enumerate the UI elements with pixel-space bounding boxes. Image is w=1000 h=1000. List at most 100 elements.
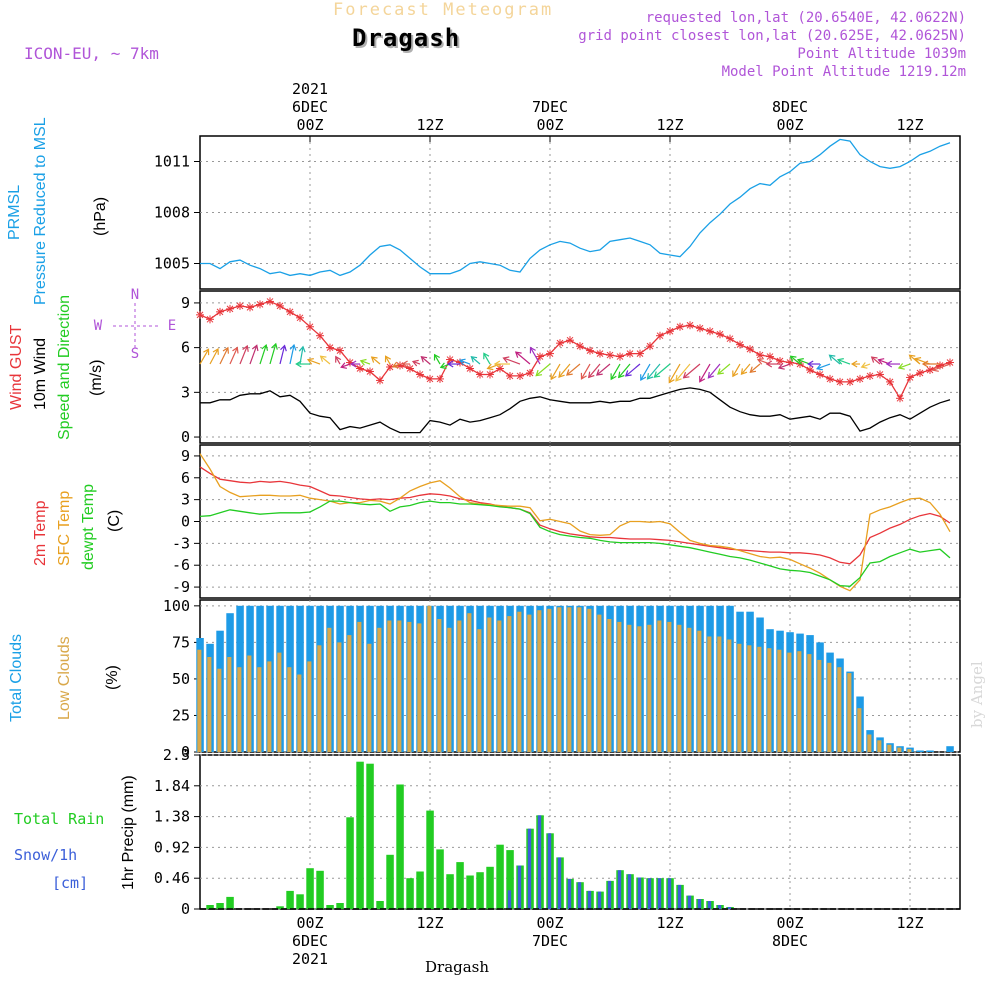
- y-tick-label: 25: [172, 706, 190, 724]
- low-cloud-bar: [387, 620, 392, 752]
- wind-arrow: [259, 343, 269, 365]
- low-cloud-bar: [347, 635, 352, 752]
- total-cloud-bar: [926, 750, 934, 752]
- gust-marker: [226, 304, 234, 313]
- wind-arrow: [199, 348, 210, 365]
- gust-marker: [646, 342, 654, 351]
- snow-bar: [727, 907, 732, 909]
- total-cloud-bar: [946, 746, 954, 752]
- rain-bar: [456, 862, 464, 909]
- snow-bar: [527, 828, 532, 909]
- time-label-top: 6DEC: [292, 98, 328, 116]
- gust-marker: [836, 377, 844, 386]
- gust-marker: [476, 370, 484, 379]
- wind-arrow: [566, 363, 581, 376]
- rain-bar: [346, 817, 354, 909]
- y-tick-label: 9: [181, 294, 190, 312]
- y-tick-label: 1.84: [154, 777, 190, 795]
- low-cloud-bar: [327, 627, 332, 752]
- low-cloud-bar: [317, 645, 322, 752]
- wind-arrow: [870, 356, 881, 365]
- gust-marker: [906, 373, 914, 382]
- low-cloud-bar: [767, 648, 772, 752]
- low-cloud-bar: [417, 623, 422, 752]
- gust-marker: [886, 377, 894, 386]
- wind-arrow: [777, 363, 791, 370]
- wind-arrow: [470, 356, 481, 365]
- wind-arrow: [529, 346, 541, 365]
- wind-arrow: [340, 362, 351, 369]
- y-tick-label: -3: [172, 534, 190, 552]
- gust-marker: [626, 349, 634, 358]
- wind-arrow: [885, 360, 900, 368]
- low-cloud-bar: [817, 659, 822, 752]
- gust-marker: [286, 307, 294, 316]
- gust-marker: [256, 300, 264, 309]
- gust-marker: [336, 346, 344, 355]
- y-tick-label: 6: [181, 339, 190, 357]
- time-label-bottom: 00Z: [296, 914, 323, 932]
- gust-marker: [506, 371, 514, 380]
- gust-marker: [356, 364, 364, 373]
- wind-arrow: [483, 352, 491, 365]
- gust-marker: [766, 352, 774, 361]
- y-tick-label: 50: [172, 670, 190, 688]
- low-cloud-bar: [297, 674, 302, 752]
- low-cloud-bar: [707, 636, 712, 752]
- low-cloud-bar: [377, 627, 382, 752]
- snow-bar: [697, 899, 702, 909]
- rain-bar: [276, 906, 284, 909]
- low-cloud-bar: [247, 655, 252, 752]
- snow-bar: [577, 882, 582, 909]
- wind-arrow: [596, 363, 611, 376]
- low-cloud-bar: [617, 621, 622, 752]
- low-cloud-bar: [717, 636, 722, 752]
- snow-bar: [557, 857, 562, 909]
- gust-marker: [546, 349, 554, 358]
- temp-line-2: [199, 500, 951, 587]
- y-tick-label: -6: [172, 556, 190, 574]
- y-tick-label: 0.92: [154, 838, 190, 856]
- y-tick-label: 0: [181, 743, 190, 761]
- snow-bar: [677, 884, 682, 909]
- rain-bar: [306, 868, 314, 909]
- gust-marker: [896, 394, 904, 403]
- snow-bar: [687, 895, 692, 909]
- gust-marker: [236, 301, 244, 310]
- total-rain-label: Total Rain: [14, 810, 105, 828]
- low-cloud-bar: [547, 608, 552, 752]
- wind-arrow: [384, 355, 391, 365]
- snow-bar: [647, 878, 652, 909]
- snow-bar: [707, 901, 712, 909]
- time-label-top: 12Z: [656, 116, 683, 134]
- wind-arrow: [335, 355, 342, 365]
- wind-arrow: [646, 363, 661, 380]
- gust-marker: [706, 327, 714, 336]
- rain-bar: [216, 903, 224, 909]
- compass-e: E: [168, 318, 176, 334]
- wind-arrow: [653, 363, 671, 378]
- wind-arrow: [587, 363, 601, 379]
- wind-arrow: [319, 355, 331, 365]
- wind-arrow: [550, 363, 561, 381]
- gust-marker: [666, 327, 674, 336]
- model-name: ICON-EU, ~ 7km: [24, 44, 159, 63]
- gust-marker: [846, 377, 854, 386]
- gust-marker: [746, 345, 754, 354]
- time-label-bottom: 00Z: [536, 914, 563, 932]
- low-cloud-bar: [907, 749, 912, 752]
- time-label-bottom: 7DEC: [532, 932, 568, 950]
- time-label-bottom: 12Z: [896, 914, 923, 932]
- gust-marker: [616, 352, 624, 361]
- wind-arrow: [486, 363, 501, 371]
- time-label-top: 12Z: [416, 116, 443, 134]
- snow-bar: [597, 891, 602, 909]
- wind-arrow: [668, 363, 681, 384]
- rain-bar: [376, 901, 384, 909]
- time-label-top: 12Z: [896, 116, 923, 134]
- gust-marker: [246, 303, 254, 312]
- time-label-top: 00Z: [536, 116, 563, 134]
- compass-w: W: [94, 318, 103, 334]
- wind-arrow: [269, 342, 278, 365]
- rain-bar: [366, 763, 374, 909]
